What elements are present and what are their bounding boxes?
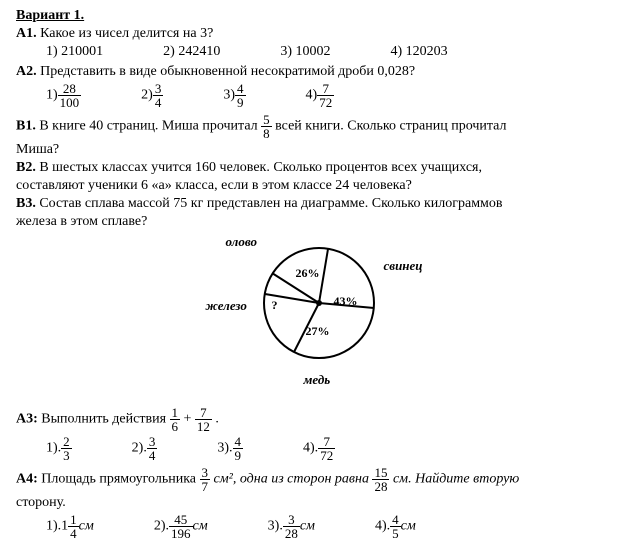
q-a4: А4: Площадь прямоугольника 37 см², одна … xyxy=(16,466,621,493)
a1-opt4: 4) 120203 xyxy=(391,44,448,60)
a4-cont: сторону. xyxy=(16,495,621,511)
q-b2: В2. В шестых классах учится 160 человек.… xyxy=(16,160,621,176)
a2-opt4: 4)772 xyxy=(306,82,335,109)
a2-opt3: 3)49 xyxy=(223,82,245,109)
label-olovo: олово xyxy=(226,234,257,250)
b1-cont: Миша? xyxy=(16,142,621,158)
b1-frac: 58 xyxy=(261,113,272,140)
a1-opt2: 2) 242410 xyxy=(163,44,220,60)
a4-f2: 1528 xyxy=(372,466,389,493)
q-b3: В3. Состав сплава массой 75 кг представл… xyxy=(16,196,621,212)
a3-options: 1).23 2).34 3).49 4).772 xyxy=(46,435,621,462)
a4-opt3: 3).328см xyxy=(268,513,315,540)
b2-text-a: В шестых классах учится 160 человек. Ско… xyxy=(39,160,482,175)
a4-label: А4: xyxy=(16,472,38,487)
a4-unit1: см², одна из сторон равна xyxy=(214,472,373,487)
a3-f2: 712 xyxy=(195,406,212,433)
a2-label: А2. xyxy=(16,64,37,79)
pct-zhelezo: ? xyxy=(272,298,278,313)
b1-label: В1. xyxy=(16,119,36,134)
q-a2: А2. Представить в виде обыкновенной несо… xyxy=(16,64,621,80)
b3-text-a: Состав сплава массой 75 кг представлен н… xyxy=(39,196,502,211)
a1-label: А1. xyxy=(16,26,37,41)
a4-f1: 37 xyxy=(200,466,211,493)
a3-opt4: 4).772 xyxy=(303,435,335,462)
a1-opt3: 3) 10002 xyxy=(280,44,330,60)
a1-text: Какое из чисел делится на 3? xyxy=(40,26,213,41)
pct-svinec: 43% xyxy=(334,294,358,309)
a3-text: Выполнить действия xyxy=(41,412,169,427)
a3-label: А3: xyxy=(16,412,38,427)
a3-opt3: 3).49 xyxy=(217,435,243,462)
q-b1: В1. В книге 40 страниц. Миша прочитал 58… xyxy=(16,113,621,140)
label-med: медь xyxy=(304,372,331,388)
label-zhelezo: железо xyxy=(206,298,247,314)
a4-text-a: Площадь прямоугольника xyxy=(41,472,199,487)
b3-cont: железа в этом сплаве? xyxy=(16,214,621,230)
a4-opt4: 4).45см xyxy=(375,513,416,540)
q-a1: А1. Какое из чисел делится на 3? xyxy=(16,26,621,42)
a2-options: 1)28100 2)34 3)49 4)772 xyxy=(46,82,621,109)
a1-options: 1) 210001 2) 242410 3) 10002 4) 120203 xyxy=(46,44,621,60)
a2-opt1: 1)28100 xyxy=(46,82,81,109)
b2-cont: составляют ученики 6 «а» класса, если в … xyxy=(16,178,621,194)
a3-opt1: 1).23 xyxy=(46,435,72,462)
pct-olovo: 26% xyxy=(296,266,320,281)
a1-opt1: 1) 210001 xyxy=(46,44,103,60)
a3-plus: + xyxy=(184,412,195,427)
pct-med: 27% xyxy=(306,324,330,339)
q-a3: А3: Выполнить действия 16 + 712 . xyxy=(16,406,621,433)
a4-opt2: 2).45196см xyxy=(154,513,208,540)
label-svinec: свинец xyxy=(384,258,423,274)
pie-chart: олово свинец медь железо 26% 43% 27% ? xyxy=(16,238,621,398)
a2-opt2: 2)34 xyxy=(141,82,163,109)
a2-text: Представить в виде обыкновенной несократ… xyxy=(40,64,415,79)
a3-dot: . xyxy=(215,412,219,427)
b2-label: В2. xyxy=(16,160,36,175)
a3-f1: 16 xyxy=(170,406,181,433)
b1-text-b: всей книги. Сколько страниц прочитал xyxy=(275,119,506,134)
b1-text-a: В книге 40 страниц. Миша прочитал xyxy=(39,119,261,134)
a4-unit2: см. Найдите вторую xyxy=(393,472,519,487)
b3-label: В3. xyxy=(16,196,36,211)
variant-title: Вариант 1. xyxy=(16,8,621,24)
a4-options: 1).114см 2).45196см 3).328см 4).45см xyxy=(46,513,621,540)
a3-opt2: 2).34 xyxy=(132,435,158,462)
a4-opt1: 1).114см xyxy=(46,513,94,540)
